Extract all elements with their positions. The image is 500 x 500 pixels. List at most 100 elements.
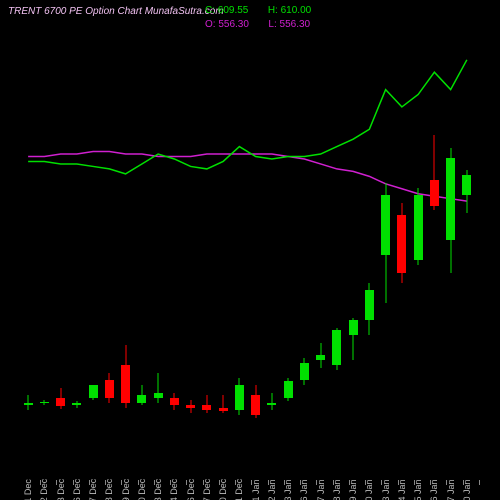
x-tick-label: 18 Dec xyxy=(104,468,114,500)
x-tick-label: 26 Dec xyxy=(186,468,196,500)
candle-wick xyxy=(158,373,159,403)
chart-title: TRENT 6700 PE Option Chart MunafaSutra.c… xyxy=(8,6,224,17)
x-tick-label: 03 Jan xyxy=(283,468,293,500)
x-tick: 20 Jan xyxy=(467,480,492,498)
candle-body xyxy=(446,158,455,241)
candle xyxy=(381,35,390,435)
candle xyxy=(186,35,195,435)
candle xyxy=(202,35,211,435)
x-tick-label: 19 Dec xyxy=(121,468,131,500)
candle-body xyxy=(40,402,49,403)
x-tick-label: 12 Dec xyxy=(39,468,49,500)
low-value: 556.30 xyxy=(280,19,311,30)
x-tick-label: 15 Jan xyxy=(413,468,423,500)
candle-body xyxy=(316,355,325,360)
candle-body xyxy=(56,398,65,407)
x-tick-label: 20 Jan xyxy=(462,468,472,500)
candle-body xyxy=(365,290,374,320)
candle-body xyxy=(235,385,244,410)
candlestick-chart: TRENT 6700 PE Option Chart MunafaSutra.c… xyxy=(0,0,500,500)
open-label: O: xyxy=(205,19,216,30)
candle-body xyxy=(267,403,276,406)
candle-body xyxy=(137,395,146,403)
close-label: C: xyxy=(205,5,215,16)
candle-body xyxy=(349,320,358,335)
x-tick-label: 31 Dec xyxy=(234,468,244,500)
x-tick-label: 14 Jan xyxy=(397,468,407,500)
x-tick-label: 16 Dec xyxy=(72,468,82,500)
x-tick-label: 01 Jan xyxy=(251,468,261,500)
high-value: 610.00 xyxy=(281,5,312,16)
x-tick-label: 23 Dec xyxy=(153,468,163,500)
tick-mark xyxy=(479,480,480,485)
candle xyxy=(154,35,163,435)
x-tick-label: 07 Jan xyxy=(316,468,326,500)
open-value: 556.30 xyxy=(218,19,249,30)
candle xyxy=(137,35,146,435)
candle-body xyxy=(186,405,195,408)
candle xyxy=(462,35,471,435)
candle-body xyxy=(202,405,211,410)
x-axis: 11 Dec 12 Dec 13 Dec 16 Dec 17 Dec 18 Dec 19 D… xyxy=(20,438,475,498)
x-tick-label: 09 Jan xyxy=(348,468,358,500)
candle-body xyxy=(72,403,81,406)
x-tick-label: 11 Dec xyxy=(23,468,33,500)
x-tick-label: 02 Jan xyxy=(267,468,277,500)
candle-body xyxy=(381,195,390,255)
candle-body xyxy=(121,365,130,403)
candle-body xyxy=(154,393,163,398)
candle xyxy=(365,35,374,435)
candle xyxy=(284,35,293,435)
candle xyxy=(300,35,309,435)
candle xyxy=(72,35,81,435)
x-tick-label: 24 Dec xyxy=(169,468,179,500)
candle xyxy=(267,35,276,435)
candle xyxy=(235,35,244,435)
x-tick-label: 08 Jan xyxy=(332,468,342,500)
ohlc-readout: C: 609.55 H: 610.00 O: 556.30 L: 556.30 xyxy=(205,4,311,32)
candle xyxy=(397,35,406,435)
candle xyxy=(430,35,439,435)
candle-body xyxy=(105,380,114,398)
candle-wick xyxy=(271,393,272,411)
candle xyxy=(414,35,423,435)
candle xyxy=(56,35,65,435)
candle xyxy=(219,35,228,435)
candle-body xyxy=(24,403,33,406)
candle-body xyxy=(332,330,341,365)
x-tick-label: 13 Dec xyxy=(56,468,66,500)
candle xyxy=(40,35,49,435)
candle xyxy=(121,35,130,435)
candle xyxy=(332,35,341,435)
candle-body xyxy=(251,395,260,415)
candle-body xyxy=(284,381,293,397)
plot-area xyxy=(20,35,475,435)
x-tick-label: 20 Dec xyxy=(137,468,147,500)
x-tick-label: 10 Jan xyxy=(364,468,374,500)
candle xyxy=(316,35,325,435)
candle-body xyxy=(219,408,228,412)
candle-body xyxy=(300,363,309,381)
x-tick-label: 16 Jan xyxy=(429,468,439,500)
x-tick-label: 17 Dec xyxy=(88,468,98,500)
x-tick-label: 06 Jan xyxy=(299,468,309,500)
candle xyxy=(446,35,455,435)
close-value: 609.55 xyxy=(218,5,249,16)
candle xyxy=(349,35,358,435)
x-tick-label: 30 Dec xyxy=(218,468,228,500)
candle xyxy=(251,35,260,435)
candle xyxy=(24,35,33,435)
candle xyxy=(89,35,98,435)
candle-body xyxy=(414,195,423,260)
x-tick-label: 13 Jan xyxy=(381,468,391,500)
x-tick-label: 27 Dec xyxy=(202,468,212,500)
candle-body xyxy=(89,385,98,398)
candle xyxy=(170,35,179,435)
candle-body xyxy=(462,175,471,195)
candle-body xyxy=(430,180,439,206)
candle-body xyxy=(170,398,179,406)
low-label: L: xyxy=(268,19,276,30)
candle xyxy=(105,35,114,435)
candle-body xyxy=(397,215,406,273)
high-label: H: xyxy=(268,5,278,16)
